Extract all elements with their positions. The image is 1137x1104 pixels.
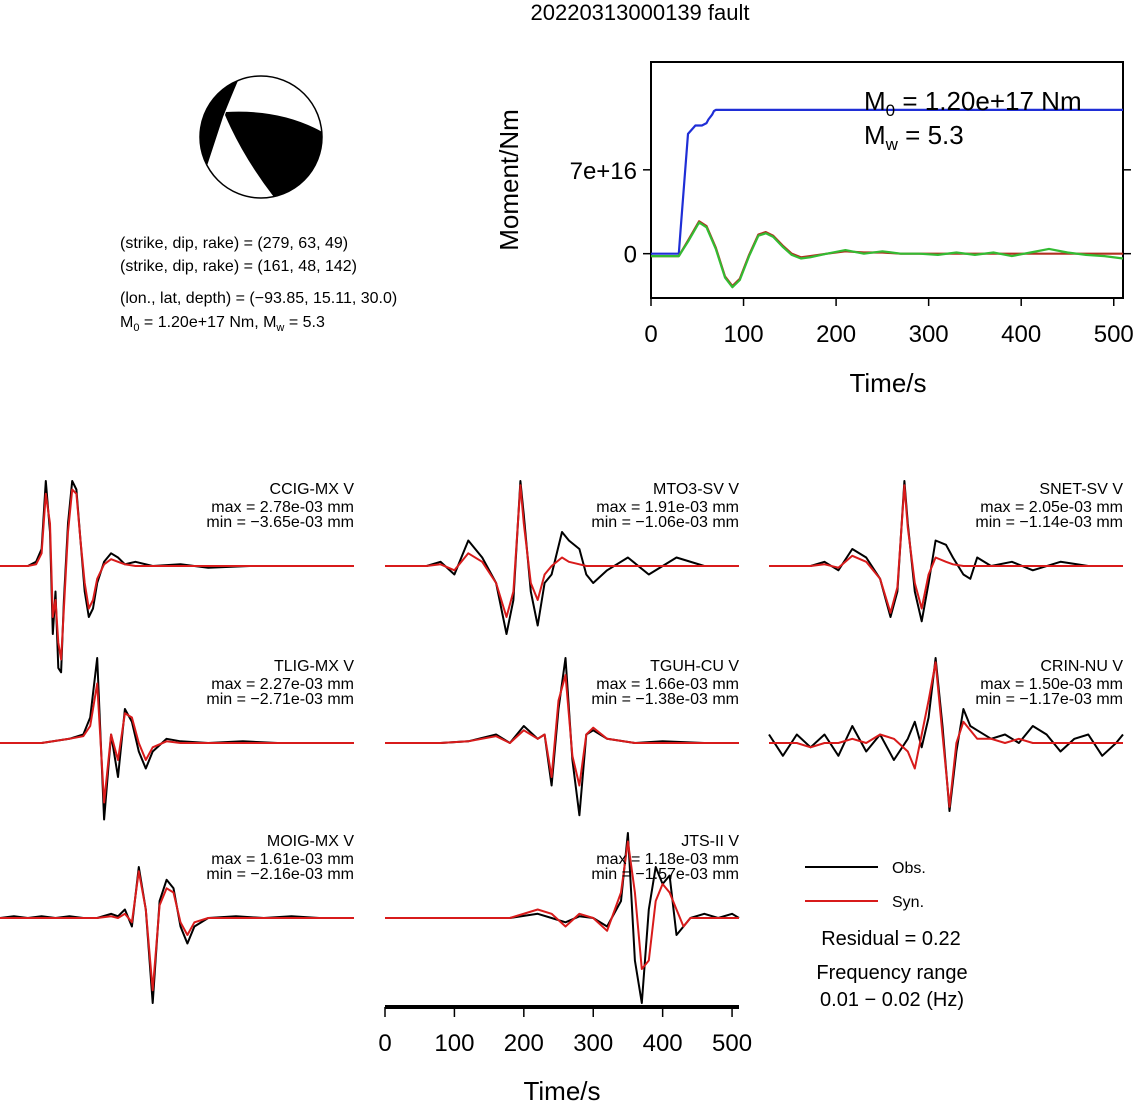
waveform-time-axis: Time/s 0 100 200 300 400 500 xyxy=(378,1005,752,1104)
beachball-compression-lobe xyxy=(199,80,239,166)
figure-title: 20220313000139 fault xyxy=(531,0,750,25)
station-name: JTS-II V xyxy=(681,833,739,850)
moment-x-tick-label: 0 xyxy=(644,321,657,348)
station-name: TLIG-MX V xyxy=(274,658,354,675)
station-max-label: max = 1.61e-03 mm xyxy=(211,851,354,868)
station-max-label: max = 1.91e-03 mm xyxy=(596,499,739,516)
station-min-label: min = −2.16e-03 mm xyxy=(206,866,354,883)
station-min-label: min = −1.38e-03 mm xyxy=(591,691,739,708)
synthetic-trace xyxy=(0,682,354,804)
station-max-label: max = 1.66e-03 mm xyxy=(596,676,739,693)
station-min-label: min = −2.71e-03 mm xyxy=(206,691,354,708)
waveform-x-axis-label: Time/s xyxy=(523,1076,600,1104)
info-strike-dip-rake-2: (strike, dip, rake) = (161, 48, 142) xyxy=(120,258,357,275)
station-min-label: min = −1.06e-03 mm xyxy=(591,514,739,531)
synthetic-trace xyxy=(0,870,354,992)
observed-trace xyxy=(0,866,354,1004)
moment-y-tick-label: 0 xyxy=(624,242,637,269)
moment-annotation-mw: Mw = 5.3 xyxy=(864,120,964,154)
station-max-label: max = 1.18e-03 mm xyxy=(596,851,739,868)
moment-plot-frame xyxy=(650,61,1124,299)
waveform-x-tick-label: 300 xyxy=(573,1030,613,1057)
beachball-focal-mechanism xyxy=(199,75,323,199)
station-max-label: max = 1.50e-03 mm xyxy=(980,676,1123,693)
station-name: MTO3-SV V xyxy=(653,481,739,498)
station-name: CRIN-NU V xyxy=(1040,658,1123,675)
frequency-range-value: 0.01 − 0.02 (Hz) xyxy=(820,989,964,1011)
observed-trace xyxy=(0,657,354,821)
synthetic-trace xyxy=(385,674,739,787)
synthetic-trace xyxy=(769,484,1123,614)
moment-cumulative-line xyxy=(651,108,1123,255)
info-block: (strike, dip, rake) = (279, 63, 49) (str… xyxy=(120,235,397,334)
moment-series-group xyxy=(651,108,1124,289)
waveform-x-tick-label: 200 xyxy=(504,1030,544,1057)
moment-x-tick-label: 100 xyxy=(724,321,764,348)
legend-syn-label: Syn. xyxy=(892,894,924,911)
frequency-range-title: Frequency range xyxy=(816,962,967,984)
info-location: (lon., lat, depth) = (−93.85, 15.11, 30.… xyxy=(120,290,397,307)
observed-trace xyxy=(769,480,1123,623)
moment-y-tick-label: 7e+16 xyxy=(570,158,637,185)
waveform-x-tick-label: 400 xyxy=(643,1030,683,1057)
moment-axis-ticks: 0 100 200 300 400 500 0 7e+16 xyxy=(570,158,1134,348)
station-name: TGUH-CU V xyxy=(650,658,739,675)
moment-x-tick-label: 200 xyxy=(816,321,856,348)
station-max-label: max = 2.27e-03 mm xyxy=(211,676,354,693)
synthetic-trace xyxy=(385,484,739,618)
moment-x-tick-label: 500 xyxy=(1094,321,1134,348)
info-strike-dip-rake-1: (strike, dip, rake) = (279, 63, 49) xyxy=(120,235,348,252)
synthetic-trace xyxy=(769,661,1123,808)
station-max-label: max = 2.05e-03 mm xyxy=(980,499,1123,516)
station-min-label: min = −1.57e-03 mm xyxy=(591,866,739,883)
info-moment-magnitude: M0 = 1.20e+17 Nm, Mw = 5.3 xyxy=(120,314,325,334)
station-min-label: min = −1.14e-03 mm xyxy=(975,514,1123,531)
waveform-x-tick-label: 100 xyxy=(434,1030,474,1057)
moment-x-tick-label: 400 xyxy=(1001,321,1041,348)
station-name: CCIG-MX V xyxy=(270,481,355,498)
moment-x-axis-label: Time/s xyxy=(849,368,926,398)
synthetic-trace xyxy=(0,488,354,661)
moment-rate-alt-line xyxy=(651,221,1124,289)
waveform-x-tick-label: 0 xyxy=(378,1030,391,1057)
residual-label: Residual = 0.22 xyxy=(821,928,961,950)
station-min-label: min = −3.65e-03 mm xyxy=(206,514,354,531)
beachball-compression-lobe xyxy=(225,111,323,197)
moment-x-tick-label: 300 xyxy=(909,321,949,348)
waveform-x-tick-label: 500 xyxy=(712,1030,752,1057)
observed-trace xyxy=(385,480,739,635)
station-name: MOIG-MX V xyxy=(267,833,354,850)
legend-obs-label: Obs. xyxy=(892,860,926,877)
legend: Obs. Syn. Residual = 0.22 Frequency rang… xyxy=(805,860,968,1011)
moment-rate-line xyxy=(651,220,1123,288)
synthetic-trace xyxy=(385,840,739,970)
station-max-label: max = 2.78e-03 mm xyxy=(211,499,354,516)
moment-y-axis-label: Moment/Nm xyxy=(494,109,524,251)
station-min-label: min = −1.17e-03 mm xyxy=(975,691,1123,708)
moment-annotation-m0: M0 = 1.20e+17 Nm xyxy=(864,86,1082,120)
station-name: SNET-SV V xyxy=(1039,481,1123,498)
